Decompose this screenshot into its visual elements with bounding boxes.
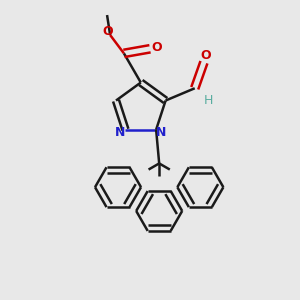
Text: O: O	[102, 25, 113, 38]
Text: O: O	[200, 49, 211, 62]
Text: O: O	[152, 41, 162, 54]
Text: N: N	[156, 126, 166, 139]
Text: N: N	[115, 126, 125, 139]
Text: H: H	[204, 94, 213, 107]
